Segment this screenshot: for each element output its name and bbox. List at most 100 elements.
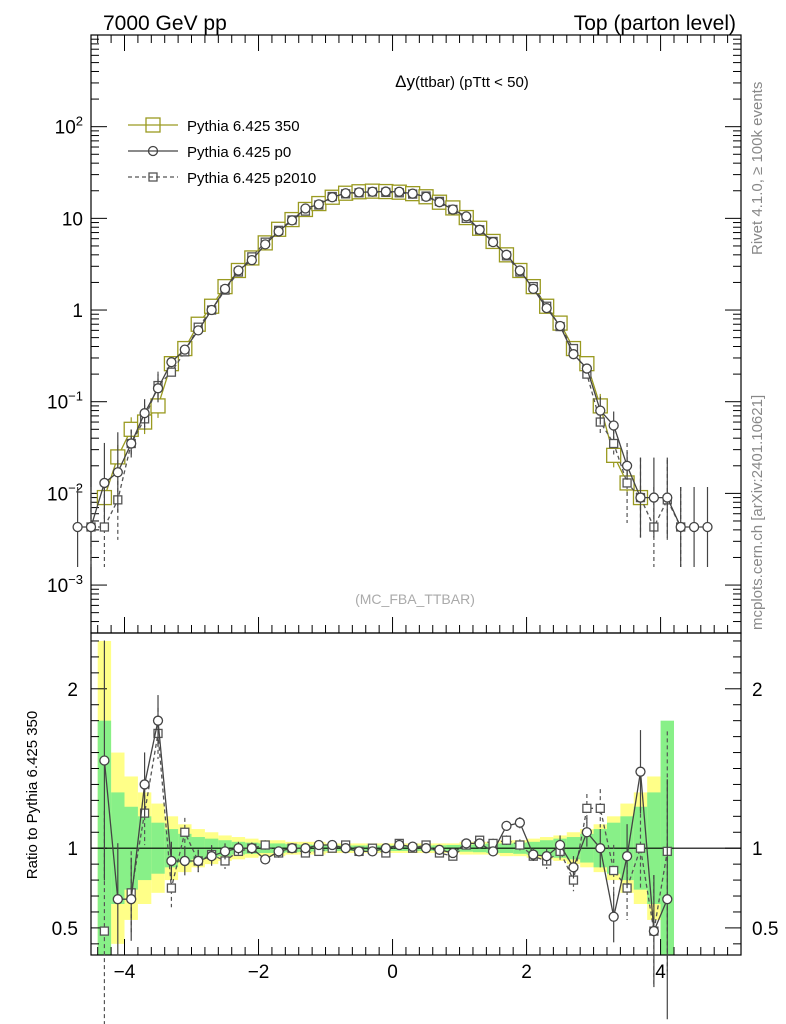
series-p0-point — [99, 477, 110, 489]
ratio-frame — [90, 632, 742, 956]
ratio-p2010-point — [609, 865, 619, 876]
series-p0-point — [246, 255, 257, 266]
series-p0-point — [688, 521, 700, 533]
ratio-y-axis: 0.5 0.5 1 1 2 2 — [52, 640, 778, 945]
main-y-tick-label: 10 — [62, 209, 83, 230]
rivet-label: Rivet 4.1.0, ≥ 100k events — [749, 82, 766, 255]
main-y-axis: 10−3 10−2 10−1 1 10 102 — [47, 34, 741, 634]
ratio-x-tick-label: −4 — [114, 962, 136, 983]
ratio-p0-point — [126, 894, 137, 905]
ratio-p0-point — [313, 839, 324, 851]
series-p0-point — [233, 265, 244, 276]
series-p0-point — [635, 492, 646, 503]
ratio-p0-point — [112, 894, 123, 905]
series-p0-point — [313, 199, 324, 210]
main-y-tick-label: 10−1 — [47, 389, 83, 414]
series-350-point — [606, 447, 622, 463]
ratio-p0-point — [487, 846, 499, 857]
ratio-y-tick-label: 2 — [67, 680, 78, 701]
series-p2010-point — [609, 438, 619, 449]
ratio-p0-point — [662, 894, 673, 905]
ratio-p0-point — [528, 849, 539, 860]
ratio-x-tick-label: 2 — [521, 962, 532, 983]
series-p0-point — [407, 188, 418, 199]
ratio-p0-point — [179, 855, 190, 867]
ratio-p0-point — [595, 843, 606, 854]
header-left: 7000 GeV pp — [103, 12, 227, 35]
ratio-p0-point — [581, 827, 593, 838]
ratio-p0-point — [286, 843, 298, 854]
ratio-y-label: Ratio to Pythia 6.425 350 — [24, 711, 41, 879]
series-p2010-point — [166, 367, 177, 377]
ratio-p0-point — [353, 846, 365, 857]
ratio-p0-point — [300, 843, 311, 854]
series-p0-point — [394, 186, 405, 197]
mcplots-label: mcplots.cern.ch [arXiv:2401.10621] — [749, 395, 766, 630]
ratio-p2010-point — [595, 803, 605, 813]
ratio-p0-point — [420, 843, 432, 854]
ratio-y-tick-label: 0.5 — [52, 919, 78, 940]
ratio-series — [99, 640, 673, 1024]
ratio-p0-point — [554, 839, 566, 851]
series-p0-point — [514, 265, 526, 276]
ratio-p0-point — [501, 820, 512, 832]
series-p0-point — [461, 211, 472, 222]
ratio-panel: 0.5 0.5 1 1 2 2 −4 −2 0 2 4 Ratio to Pythia 6.425… — [24, 632, 778, 1024]
series-p2010-point — [99, 522, 110, 532]
main-y-tick-label: 102 — [55, 114, 83, 139]
series-p0-point — [219, 283, 231, 295]
header-right: Top (parton level) — [574, 12, 736, 35]
series-p0-point — [300, 203, 311, 214]
ratio-p0-point — [461, 838, 472, 849]
ratio-p2010-point — [515, 840, 525, 850]
series-p0-point — [528, 283, 539, 295]
series-p0-point — [112, 467, 123, 478]
ratio-p0-point — [621, 851, 633, 862]
series-p0-point — [662, 492, 673, 503]
series-p0-point — [447, 204, 459, 215]
ratio-p0-point — [474, 838, 485, 849]
ratio-p0-point — [447, 847, 459, 859]
main-panel: 10−3 10−2 10−1 1 10 102 Δy (ttbar) (pTtt < 50… — [47, 34, 742, 634]
ratio-y-tick-label: 1 — [67, 839, 78, 860]
series-p0-point — [608, 420, 619, 431]
series-p0-point — [327, 192, 338, 203]
series-p0-point — [474, 224, 485, 235]
series-p0-point — [501, 249, 512, 260]
ratio-p2010-point — [260, 840, 270, 850]
series-p0-point — [273, 226, 284, 237]
ratio-p0-point — [434, 844, 445, 855]
ratio-p0-point — [193, 855, 204, 867]
series-p0-point — [554, 320, 566, 332]
series-p0-point — [126, 438, 137, 449]
plot-title-text: (ttbar) (pTtt < 50) — [415, 74, 529, 91]
series-p0-point — [340, 188, 351, 199]
series-p0-point — [206, 304, 217, 316]
series-p0-point — [621, 460, 633, 471]
main-y-tick-label: 1 — [72, 301, 83, 322]
ratio-x-tick-label: 4 — [655, 962, 666, 983]
series-p0-point — [702, 521, 713, 533]
main-x-ticks — [97, 35, 729, 633]
series-p0-point — [193, 325, 204, 336]
ratio-x-tick-label: −2 — [248, 962, 270, 983]
ratio-p0-point — [139, 779, 150, 790]
ratio-p2010-point — [166, 883, 177, 893]
ratio-p0-point — [514, 817, 526, 828]
legend-marker-350 — [145, 117, 161, 133]
series-p0-point — [139, 408, 150, 419]
series-p0-point — [675, 521, 686, 533]
series-p0-point — [380, 186, 391, 197]
series-p0-point — [85, 521, 97, 533]
ratio-y-tick-label-right: 0.5 — [752, 919, 778, 940]
ratio-p2010-point — [180, 827, 190, 837]
ratio-p0-point — [541, 851, 552, 862]
series-p0-point — [581, 363, 593, 374]
ratio-p0-point — [568, 862, 579, 873]
series-p0-point — [152, 383, 164, 394]
series-p0-point — [487, 237, 499, 248]
ratio-p0-point — [608, 911, 619, 922]
ratio-p0-point — [327, 839, 338, 851]
series-p0-point — [541, 302, 552, 314]
